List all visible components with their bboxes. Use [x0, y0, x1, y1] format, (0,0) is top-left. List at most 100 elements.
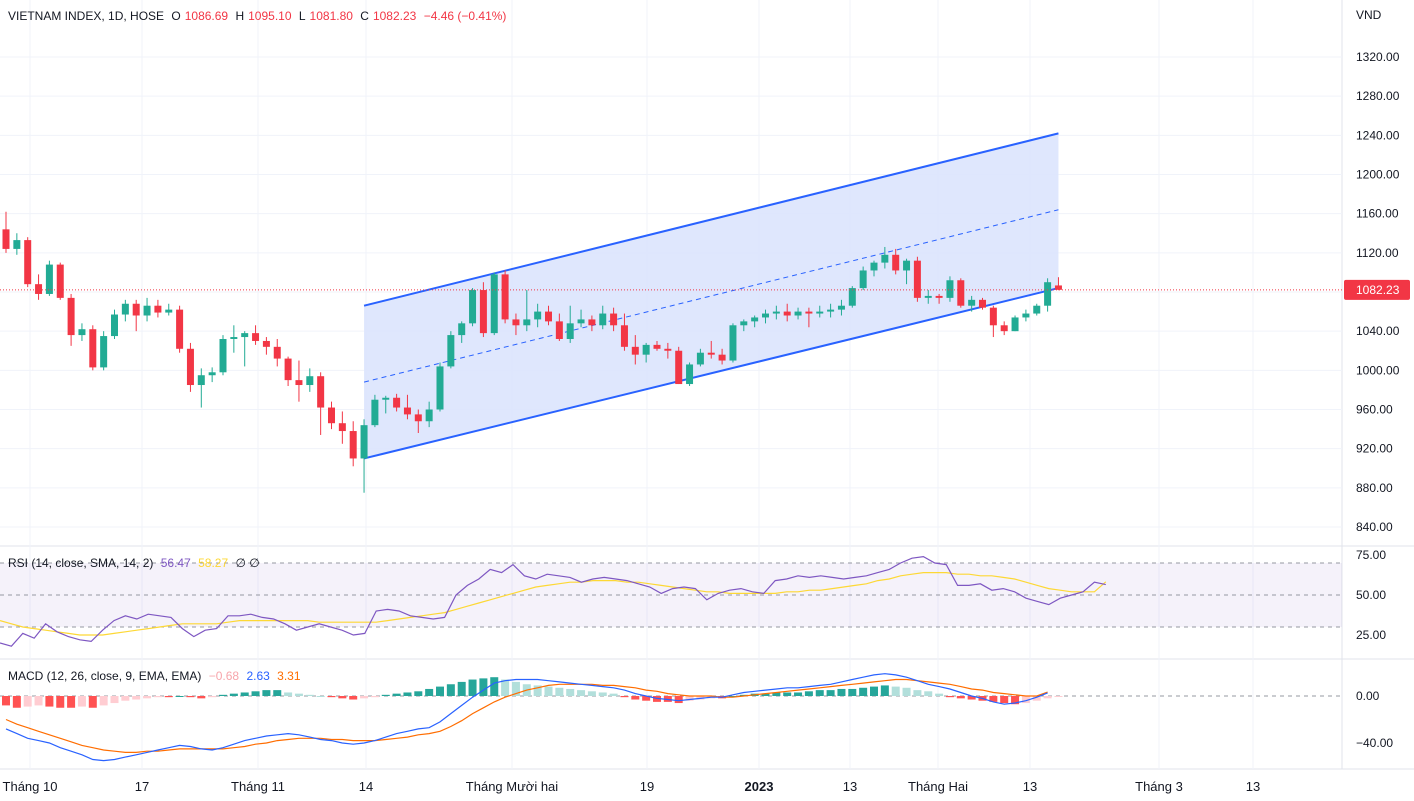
candle-body — [67, 297, 75, 336]
candle-body — [610, 313, 618, 326]
macd-histogram-bar — [1032, 696, 1041, 701]
candle — [13, 233, 21, 255]
macd-histogram-bar — [23, 696, 32, 707]
macd-histogram-bar — [598, 692, 607, 696]
macd-histogram-bar — [457, 681, 466, 696]
candle-body — [262, 340, 270, 347]
change-value: −4.46 (−0.41%) — [423, 9, 507, 23]
macd-histogram-bar — [859, 687, 868, 696]
candle-body — [935, 295, 943, 298]
candle-body — [751, 317, 759, 322]
candle — [610, 307, 618, 332]
macd-histogram-bar — [77, 696, 86, 707]
candle — [620, 313, 628, 351]
macd-histogram-bar — [197, 696, 206, 699]
candle-body — [306, 376, 314, 386]
time-tick-label: 13 — [1246, 779, 1260, 794]
candle — [783, 303, 791, 322]
candle-body — [154, 305, 162, 313]
macd-histogram-bar — [544, 686, 553, 696]
candle-body — [664, 348, 672, 351]
candle-body — [653, 344, 661, 349]
candle-body — [111, 314, 118, 337]
candle-body — [631, 346, 639, 355]
macd-histogram-bar — [67, 696, 76, 708]
macd-legend: MACD (12, 26, close, 9, EMA, EMA) −0.68 … — [8, 669, 305, 683]
candle — [968, 295, 976, 312]
candle — [1000, 321, 1008, 336]
candle — [718, 348, 726, 365]
macd-histogram-bar — [479, 678, 488, 696]
candle-body — [794, 311, 802, 316]
candle-body — [2, 229, 10, 249]
candle — [469, 288, 477, 327]
candle — [805, 307, 813, 328]
candle — [436, 362, 444, 412]
price-tick-label: 1000.00 — [1356, 363, 1400, 377]
candle — [913, 256, 921, 302]
macd-histogram-bar — [642, 696, 651, 701]
macd-tick-label: 0.00 — [1356, 689, 1380, 703]
candle-body — [989, 307, 997, 326]
candle — [241, 331, 249, 367]
candle-body — [512, 319, 520, 326]
candle-body — [328, 407, 335, 424]
candle — [2, 211, 10, 253]
candle-body — [490, 274, 498, 334]
candle — [566, 305, 574, 343]
candle — [230, 325, 238, 353]
time-tick-label: Tháng Mười hai — [466, 779, 558, 794]
macd-histogram-bar — [262, 690, 271, 696]
time-tick-label: 13 — [843, 779, 857, 794]
macd-histogram-bar — [631, 696, 640, 700]
last-price-badge — [1344, 279, 1410, 300]
candle-body — [599, 313, 607, 326]
regression-channel[interactable] — [363, 132, 1059, 460]
candle — [317, 372, 325, 435]
macd-histogram-bar — [153, 696, 162, 698]
candle-body — [186, 348, 194, 386]
candle — [675, 346, 683, 385]
candle — [447, 331, 455, 369]
close-value: 1082.23 — [372, 9, 417, 23]
macd-histogram-bar — [446, 684, 455, 696]
macd-histogram-bar — [826, 690, 835, 696]
candle-body — [121, 303, 129, 315]
macd-histogram-bar — [924, 691, 933, 696]
candle — [382, 395, 390, 414]
candle-body — [903, 260, 911, 271]
candle-body — [24, 240, 32, 285]
macd-histogram-bar — [935, 693, 944, 696]
time-tick-label: Tháng 3 — [1135, 779, 1183, 794]
candle — [989, 305, 997, 338]
candle — [154, 299, 162, 318]
candle — [794, 307, 802, 320]
candle — [273, 339, 281, 367]
candle-body — [805, 311, 813, 314]
macd-histogram-bar — [251, 691, 260, 696]
last-price-label: 1082.23 — [1356, 283, 1400, 297]
candle-body — [848, 288, 856, 306]
macd-histogram-bar — [360, 696, 369, 699]
candle — [479, 282, 487, 338]
macd-histogram-bar — [490, 677, 499, 696]
candle — [935, 293, 943, 304]
candle — [1033, 303, 1041, 316]
macd-histogram-bar — [783, 692, 792, 696]
candle — [881, 246, 889, 269]
candle-body — [241, 333, 249, 338]
macd-histogram-bar — [761, 693, 770, 696]
candle-body — [772, 311, 780, 314]
time-tick-label: 17 — [135, 779, 149, 794]
candle-body — [360, 425, 368, 459]
candle-body — [783, 311, 791, 316]
price-tick-label: 1280.00 — [1356, 89, 1400, 103]
candle-body — [382, 397, 390, 400]
candle-body — [1000, 325, 1008, 332]
candle — [501, 270, 509, 324]
candle — [924, 290, 932, 304]
candle-body — [881, 254, 889, 263]
macd-histogram-bar — [219, 694, 227, 696]
candle — [696, 348, 704, 367]
